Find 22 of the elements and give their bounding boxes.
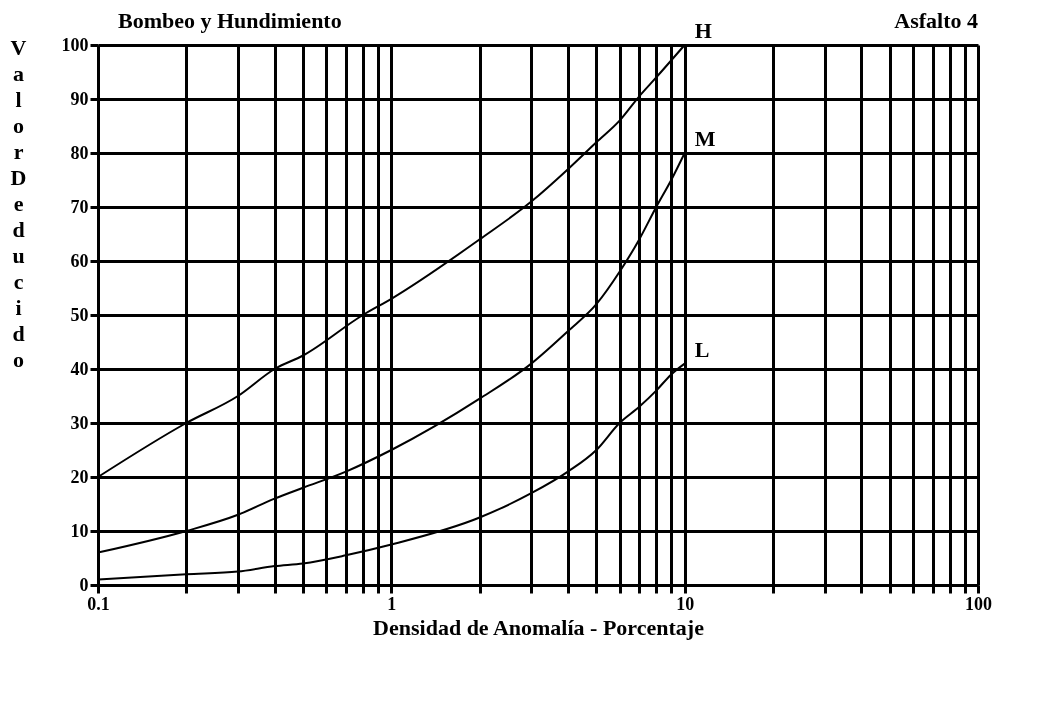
x-tick-label: 0.1	[87, 593, 110, 614]
series-label: H	[694, 18, 712, 43]
y-tick-label: 100	[61, 34, 89, 55]
y-tick-label: 80	[70, 142, 89, 163]
y-tick-label: 70	[70, 196, 89, 217]
y-tick-label: 90	[70, 88, 89, 109]
chart-title: Bombeo y Hundimiento	[118, 8, 342, 33]
y-tick-label: 20	[70, 466, 89, 487]
chart-subtitle: Asfalto 4	[894, 8, 978, 33]
x-axis-title: Densidad de Anomalía - Porcentaje	[373, 614, 705, 640]
y-tick-label: 10	[70, 520, 89, 541]
x-tick-label: 1	[387, 593, 397, 614]
y-tick-label: 30	[70, 412, 89, 433]
y-tick-label: 60	[70, 250, 89, 271]
y-tick-label: 40	[70, 358, 89, 379]
x-tick-label: 10	[676, 593, 695, 614]
series-label: M	[694, 126, 716, 151]
y-tick-label: 0	[79, 574, 89, 595]
text: Valor Deducido	[10, 34, 27, 372]
series-label: L	[694, 336, 710, 362]
x-tick-label: 100	[965, 593, 992, 614]
y-tick-label: 50	[70, 304, 89, 325]
